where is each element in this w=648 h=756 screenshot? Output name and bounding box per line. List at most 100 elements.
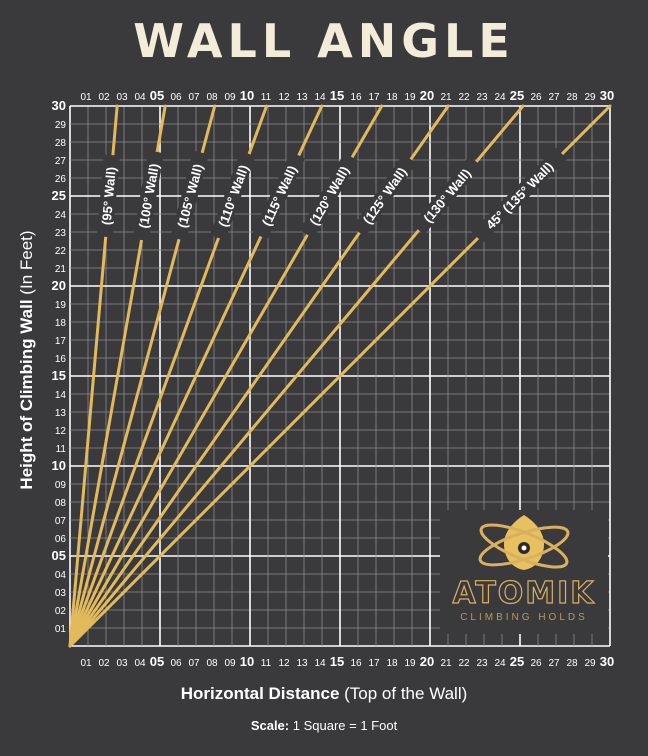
x-tick-label-bottom: 14 [314,658,326,669]
y-tick-label: 24 [55,210,67,221]
x-tick-label-top: 17 [368,92,380,103]
line-label-backdrop [132,150,165,242]
wall-angle-chart: (95° Wall) (100° Wall) (105° Wall) (110° Wa… [52,88,615,669]
x-tick-label-bottom: 29 [584,658,596,669]
x-tick-label-top: 27 [548,92,560,103]
x-tick-label-bottom: 27 [548,658,560,669]
x-tick-label-top: 02 [98,92,110,103]
y-tick-label: 03 [55,588,67,599]
x-tick-label-bottom: 24 [494,658,506,669]
y-tick-label: 22 [55,246,67,257]
line-label-backdrop [96,154,120,238]
chart-title: WALL ANGLE [133,14,515,68]
y-tick-label: 04 [55,570,67,581]
x-tick-label-bottom: 26 [530,658,542,669]
x-tick-label-bottom: 30 [600,654,614,669]
y-tick-label: 21 [55,264,67,275]
x-tick-label-bottom: 18 [386,658,398,669]
line-label-backdrop [471,147,568,244]
x-tick-label-bottom: 17 [368,658,380,669]
x-tick-label-top: 24 [494,92,506,103]
x-tick-label-bottom: 20 [420,654,434,669]
x-tick-label-bottom: 16 [350,658,362,669]
y-tick-label: 27 [55,156,67,167]
scale-note: Scale: 1 Square = 1 Foot [0,718,648,733]
x-tick-label-top: 06 [170,92,182,103]
line-label-backdrop [252,151,306,240]
x-tick-label-top: 07 [188,92,200,103]
x-tick-label-bottom: 19 [404,658,416,669]
x-tick-label-bottom: 04 [134,658,146,669]
logo-tagline: CLIMBING HOLDS [460,612,588,623]
x-tick-label-top: 28 [566,92,578,103]
y-tick-label: 28 [55,138,67,149]
line-label-backdrop [299,152,359,239]
x-tick-label-bottom: 28 [566,658,578,669]
x-tick-label-bottom: 07 [188,658,200,669]
x-tick-label-top: 19 [404,92,416,103]
y-tick-label: 09 [55,480,67,491]
x-tick-label-top: 18 [386,92,398,103]
line-label-backdrop [170,150,209,241]
x-tick-label-bottom: 09 [224,658,236,669]
y-tick-label: 26 [55,174,67,185]
line-label-backdrop [352,154,417,237]
y-tick-label: 05 [52,548,66,563]
x-tick-label-bottom: 25 [510,654,524,669]
y-tick-label: 16 [55,354,67,365]
y-tick-label: 08 [55,498,67,509]
atom-climbing-hold-icon [478,515,570,570]
y-tick-label: 20 [52,278,66,293]
x-tick-label-top: 30 [600,88,614,103]
x-tick-label-top: 01 [80,92,92,103]
x-tick-label-top: 29 [584,92,596,103]
x-tick-label-top: 08 [206,92,218,103]
x-tick-label-top: 23 [476,92,488,103]
y-tick-label: 15 [52,368,66,383]
x-axis-label: Horizontal Distance (Top of the Wall) [0,684,648,704]
line-label: (95° Wall) [99,166,119,225]
atomik-logo: ATOMIK CLIMBING HOLDS [440,510,608,634]
x-tick-label-top: 26 [530,92,542,103]
x-tick-label-bottom: 10 [240,654,254,669]
y-tick-label: 02 [55,606,67,617]
y-tick-label: 11 [56,444,67,455]
scale-label: Scale: [250,718,290,733]
x-axis-label-main: Horizontal Distance [180,684,340,703]
line-label-backdrop [411,155,482,235]
y-tick-label: 06 [55,534,67,545]
x-tick-label-top: 09 [224,92,236,103]
x-tick-label-top: 03 [116,92,128,103]
y-tick-label: 01 [55,624,67,635]
x-tick-label-bottom: 11 [261,658,272,669]
y-tick-label: 30 [52,98,66,113]
x-tick-label-top: 15 [330,88,344,103]
x-tick-label-bottom: 01 [80,658,92,669]
y-tick-label: 19 [55,300,67,311]
x-tick-label-top: 14 [314,92,326,103]
x-axis-label-note: (Top of the Wall) [344,684,468,703]
y-tick-label: 25 [52,188,66,203]
logo-name: ATOMIK [452,575,596,611]
y-axis-label-main: Height of Climbing Wall [17,299,36,490]
x-tick-label-bottom: 15 [330,654,344,669]
scale-value: 1 Square = 1 Foot [292,718,398,733]
x-tick-label-top: 13 [296,92,308,103]
x-tick-label-top: 22 [458,92,470,103]
x-tick-label-top: 16 [350,92,362,103]
x-tick-label-bottom: 12 [278,658,290,669]
y-tick-label: 14 [55,390,67,401]
x-tick-label-top: 21 [440,92,452,103]
y-tick-label: 07 [55,516,67,527]
y-tick-label: 29 [55,120,67,131]
y-axis-label: Height of Climbing Wall (In Feet) [17,200,37,520]
x-tick-label-bottom: 21 [440,658,452,669]
x-tick-label-bottom: 06 [170,658,182,669]
x-tick-label-top: 05 [150,88,164,103]
y-tick-label: 23 [55,228,67,239]
y-tick-label: 12 [55,426,67,437]
x-tick-label-top: 25 [510,88,524,103]
x-tick-label-bottom: 03 [116,658,128,669]
y-tick-label: 18 [55,318,67,329]
x-tick-label-top: 10 [240,88,254,103]
